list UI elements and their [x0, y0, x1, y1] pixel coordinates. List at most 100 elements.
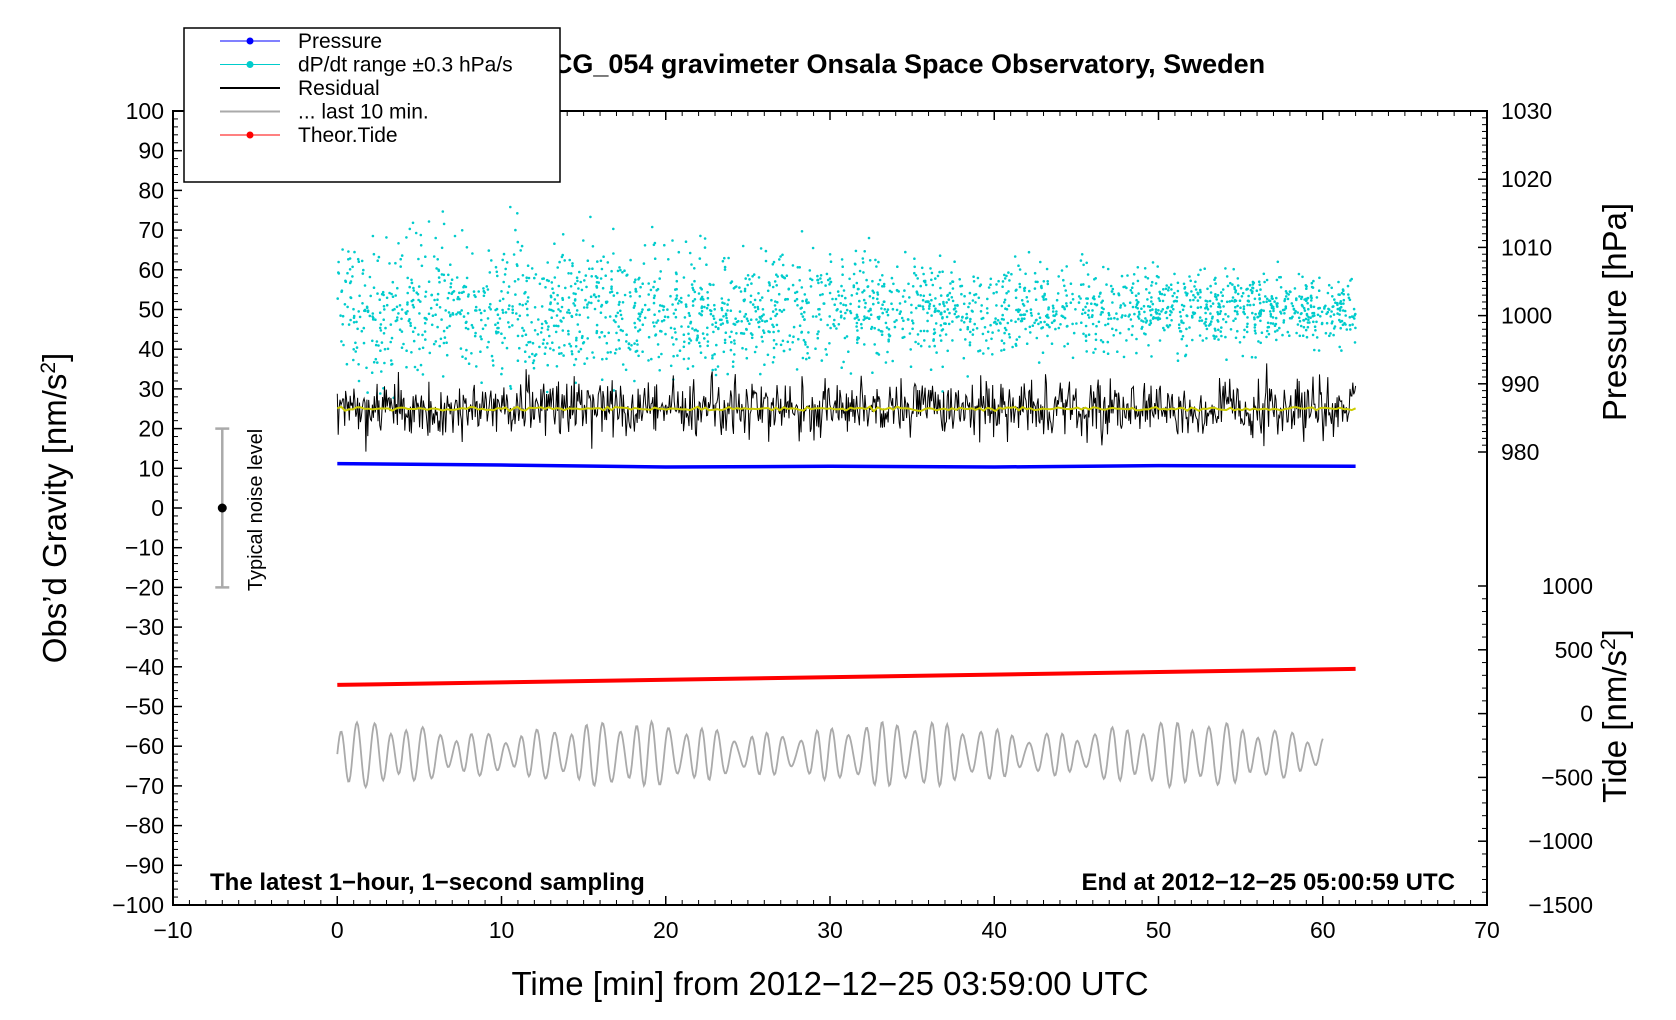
dpdt-point: [706, 326, 709, 330]
dpdt-point: [688, 337, 691, 341]
dpdt-point: [428, 351, 432, 355]
dpdt-point: [526, 264, 530, 268]
dpdt-point: [1151, 261, 1155, 264]
dpdt-point: [924, 283, 928, 287]
dpdt-point: [1148, 323, 1151, 327]
dpdt-point: [881, 303, 884, 307]
dpdt-point: [1230, 299, 1234, 303]
dpdt-point: [743, 298, 746, 302]
dpdt-point: [730, 340, 733, 344]
dpdt-point: [1232, 267, 1235, 271]
dpdt-point: [995, 290, 998, 294]
dpdt-point: [863, 306, 867, 309]
dpdt-point: [969, 317, 972, 321]
dpdt-point: [762, 329, 765, 332]
dpdt-point: [361, 302, 364, 305]
dpdt-point: [746, 283, 749, 287]
dpdt-point: [919, 294, 922, 297]
dpdt-point: [1296, 323, 1300, 326]
dpdt-point: [465, 348, 468, 352]
dpdt-point: [399, 265, 403, 268]
dpdt-point: [825, 272, 829, 276]
dpdt-point: [939, 339, 943, 342]
dpdt-point: [757, 276, 761, 279]
dpdt-point: [633, 321, 636, 325]
dpdt-point: [451, 313, 455, 316]
dpdt-point: [1085, 350, 1088, 353]
dpdt-point: [703, 337, 706, 340]
dpdt-point: [848, 277, 851, 281]
dpdt-point: [691, 304, 695, 307]
dpdt-point: [1013, 255, 1017, 258]
dpdt-point: [365, 366, 368, 370]
dpdt-point: [1204, 299, 1207, 303]
dpdt-point: [420, 264, 424, 268]
dpdt-point: [465, 276, 469, 280]
dpdt-point: [522, 329, 526, 332]
dpdt-point: [559, 319, 562, 322]
dpdt-point: [1150, 280, 1154, 284]
dpdt-point: [614, 315, 618, 318]
dpdt-point: [926, 319, 929, 323]
dpdt-point: [1160, 310, 1163, 313]
dpdt-point: [1056, 292, 1060, 295]
dpdt-point: [871, 296, 875, 300]
dpdt-point: [868, 295, 872, 298]
dpdt-point: [960, 319, 963, 322]
dpdt-point: [557, 284, 561, 288]
dpdt-point: [1124, 314, 1127, 318]
dpdt-point: [567, 329, 570, 333]
dpdt-point: [971, 328, 975, 332]
dpdt-point: [1178, 310, 1182, 314]
dpdt-point: [791, 283, 795, 287]
dpdt-point: [992, 291, 995, 295]
dpdt-point: [1178, 329, 1182, 333]
dpdt-point: [852, 272, 856, 276]
dpdt-point: [753, 298, 757, 302]
dpdt-point: [803, 293, 807, 296]
dpdt-point: [1339, 320, 1342, 324]
dpdt-point: [1205, 306, 1209, 309]
dpdt-point: [1142, 320, 1145, 323]
dpdt-point: [759, 298, 762, 302]
dpdt-point: [1017, 264, 1020, 268]
dpdt-point: [870, 327, 873, 331]
dpdt-point: [695, 338, 699, 342]
dpdt-point: [908, 332, 912, 335]
dpdt-point: [533, 306, 537, 309]
dpdt-point: [445, 341, 448, 345]
dpdt-point: [1111, 327, 1114, 331]
dpdt-point: [854, 249, 858, 253]
dpdt-point: [633, 342, 636, 345]
dpdt-point: [511, 305, 514, 308]
dpdt-point: [504, 311, 508, 314]
dpdt-point: [837, 294, 841, 297]
dpdt-point: [683, 340, 686, 344]
y-tick-label: 0: [151, 495, 164, 521]
dpdt-point: [1118, 331, 1122, 335]
dpdt-point: [856, 329, 859, 332]
dpdt-point: [1287, 293, 1290, 296]
dpdt-point: [737, 319, 740, 323]
dpdt-point: [372, 252, 376, 256]
dpdt-point: [675, 337, 678, 341]
dpdt-point: [434, 236, 438, 240]
dpdt-point: [916, 333, 920, 336]
dpdt-point: [770, 298, 773, 302]
dpdt-point: [351, 265, 354, 269]
dpdt-point: [1257, 315, 1260, 319]
dpdt-point: [405, 236, 408, 239]
dpdt-point: [1133, 312, 1136, 316]
dpdt-point: [1333, 298, 1336, 301]
dpdt-point: [1193, 285, 1196, 288]
dpdt-point: [661, 304, 664, 308]
dpdt-point: [1014, 344, 1018, 347]
dpdt-point: [1213, 337, 1216, 340]
dpdt-point: [511, 324, 514, 327]
dpdt-point: [706, 296, 710, 300]
dpdt-point: [441, 375, 445, 378]
dpdt-point: [415, 291, 419, 295]
dpdt-point: [470, 352, 473, 355]
x-tick-label: 10: [489, 917, 515, 943]
dpdt-point: [572, 302, 575, 305]
